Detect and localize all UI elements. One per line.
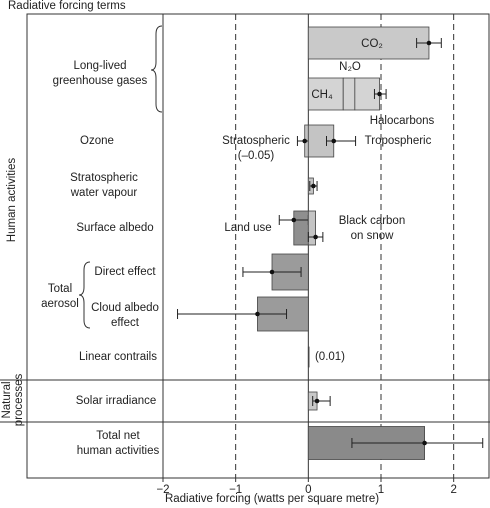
row-label: water vapour <box>70 187 138 199</box>
row-label: Total <box>48 283 72 295</box>
bar-name: on snow <box>351 230 395 242</box>
x-tick-label: −2 <box>156 484 169 496</box>
row-label: Ozone <box>80 135 114 147</box>
value-label: (0.01) <box>315 351 345 363</box>
bar-name: CO₂ <box>361 38 383 50</box>
value-label: (–0.05) <box>238 150 275 162</box>
brace <box>78 261 91 329</box>
value-dot <box>255 311 260 317</box>
bar <box>307 346 310 368</box>
bar <box>307 26 430 60</box>
row-label: Surface albedo <box>76 222 153 234</box>
value-dot <box>291 217 297 223</box>
row-label: Total net <box>96 430 140 442</box>
bar-name: N₂O <box>339 61 361 73</box>
row-label: aerosol <box>41 298 79 310</box>
bar <box>307 77 344 111</box>
row-label: Direct effect <box>94 266 156 278</box>
brace <box>150 25 163 113</box>
x-tick-label: 2 <box>450 484 456 496</box>
value-dot <box>302 138 308 144</box>
bar-name: Tropospheric <box>365 135 432 147</box>
bar <box>307 210 317 246</box>
frame <box>26 13 490 479</box>
bar-name: Land use <box>224 222 271 234</box>
row-label: Cloud albedo <box>91 302 159 314</box>
value-dot <box>331 138 337 144</box>
x-tick-label: −1 <box>229 484 242 496</box>
value-dot <box>311 183 316 189</box>
x-axis-label: Radiative forcing (watts per square metr… <box>165 493 379 505</box>
bar <box>342 77 356 111</box>
x-tick-label: 0 <box>305 484 311 496</box>
row-label: Linear contrails <box>79 351 157 363</box>
row-label: effect <box>111 317 140 329</box>
bar-name: Black carbon <box>339 215 405 227</box>
row-label: Solar irradiance <box>76 395 157 407</box>
value-dot <box>314 398 320 404</box>
row-label: human activities <box>77 445 160 457</box>
row-label: Long-lived <box>73 60 126 72</box>
row-label: greenhouse gases <box>53 75 148 87</box>
bar-name: Halocarbons <box>370 115 435 127</box>
section-label: Natural <box>1 381 13 418</box>
section-label: Human activities <box>6 158 18 243</box>
value-dot <box>426 40 432 46</box>
bar-name: CH₄ <box>311 89 333 101</box>
value-dot <box>269 269 275 275</box>
chart-title: Radiative forcing terms <box>8 0 126 12</box>
value-dot <box>313 234 318 240</box>
value-dot <box>377 91 382 97</box>
row-label: Stratospheric <box>70 172 138 184</box>
value-dot <box>422 440 427 446</box>
x-tick-label: 1 <box>378 484 384 496</box>
bar <box>293 210 309 246</box>
section-label: processes <box>13 374 25 427</box>
bar-name: Stratospheric <box>222 135 290 147</box>
